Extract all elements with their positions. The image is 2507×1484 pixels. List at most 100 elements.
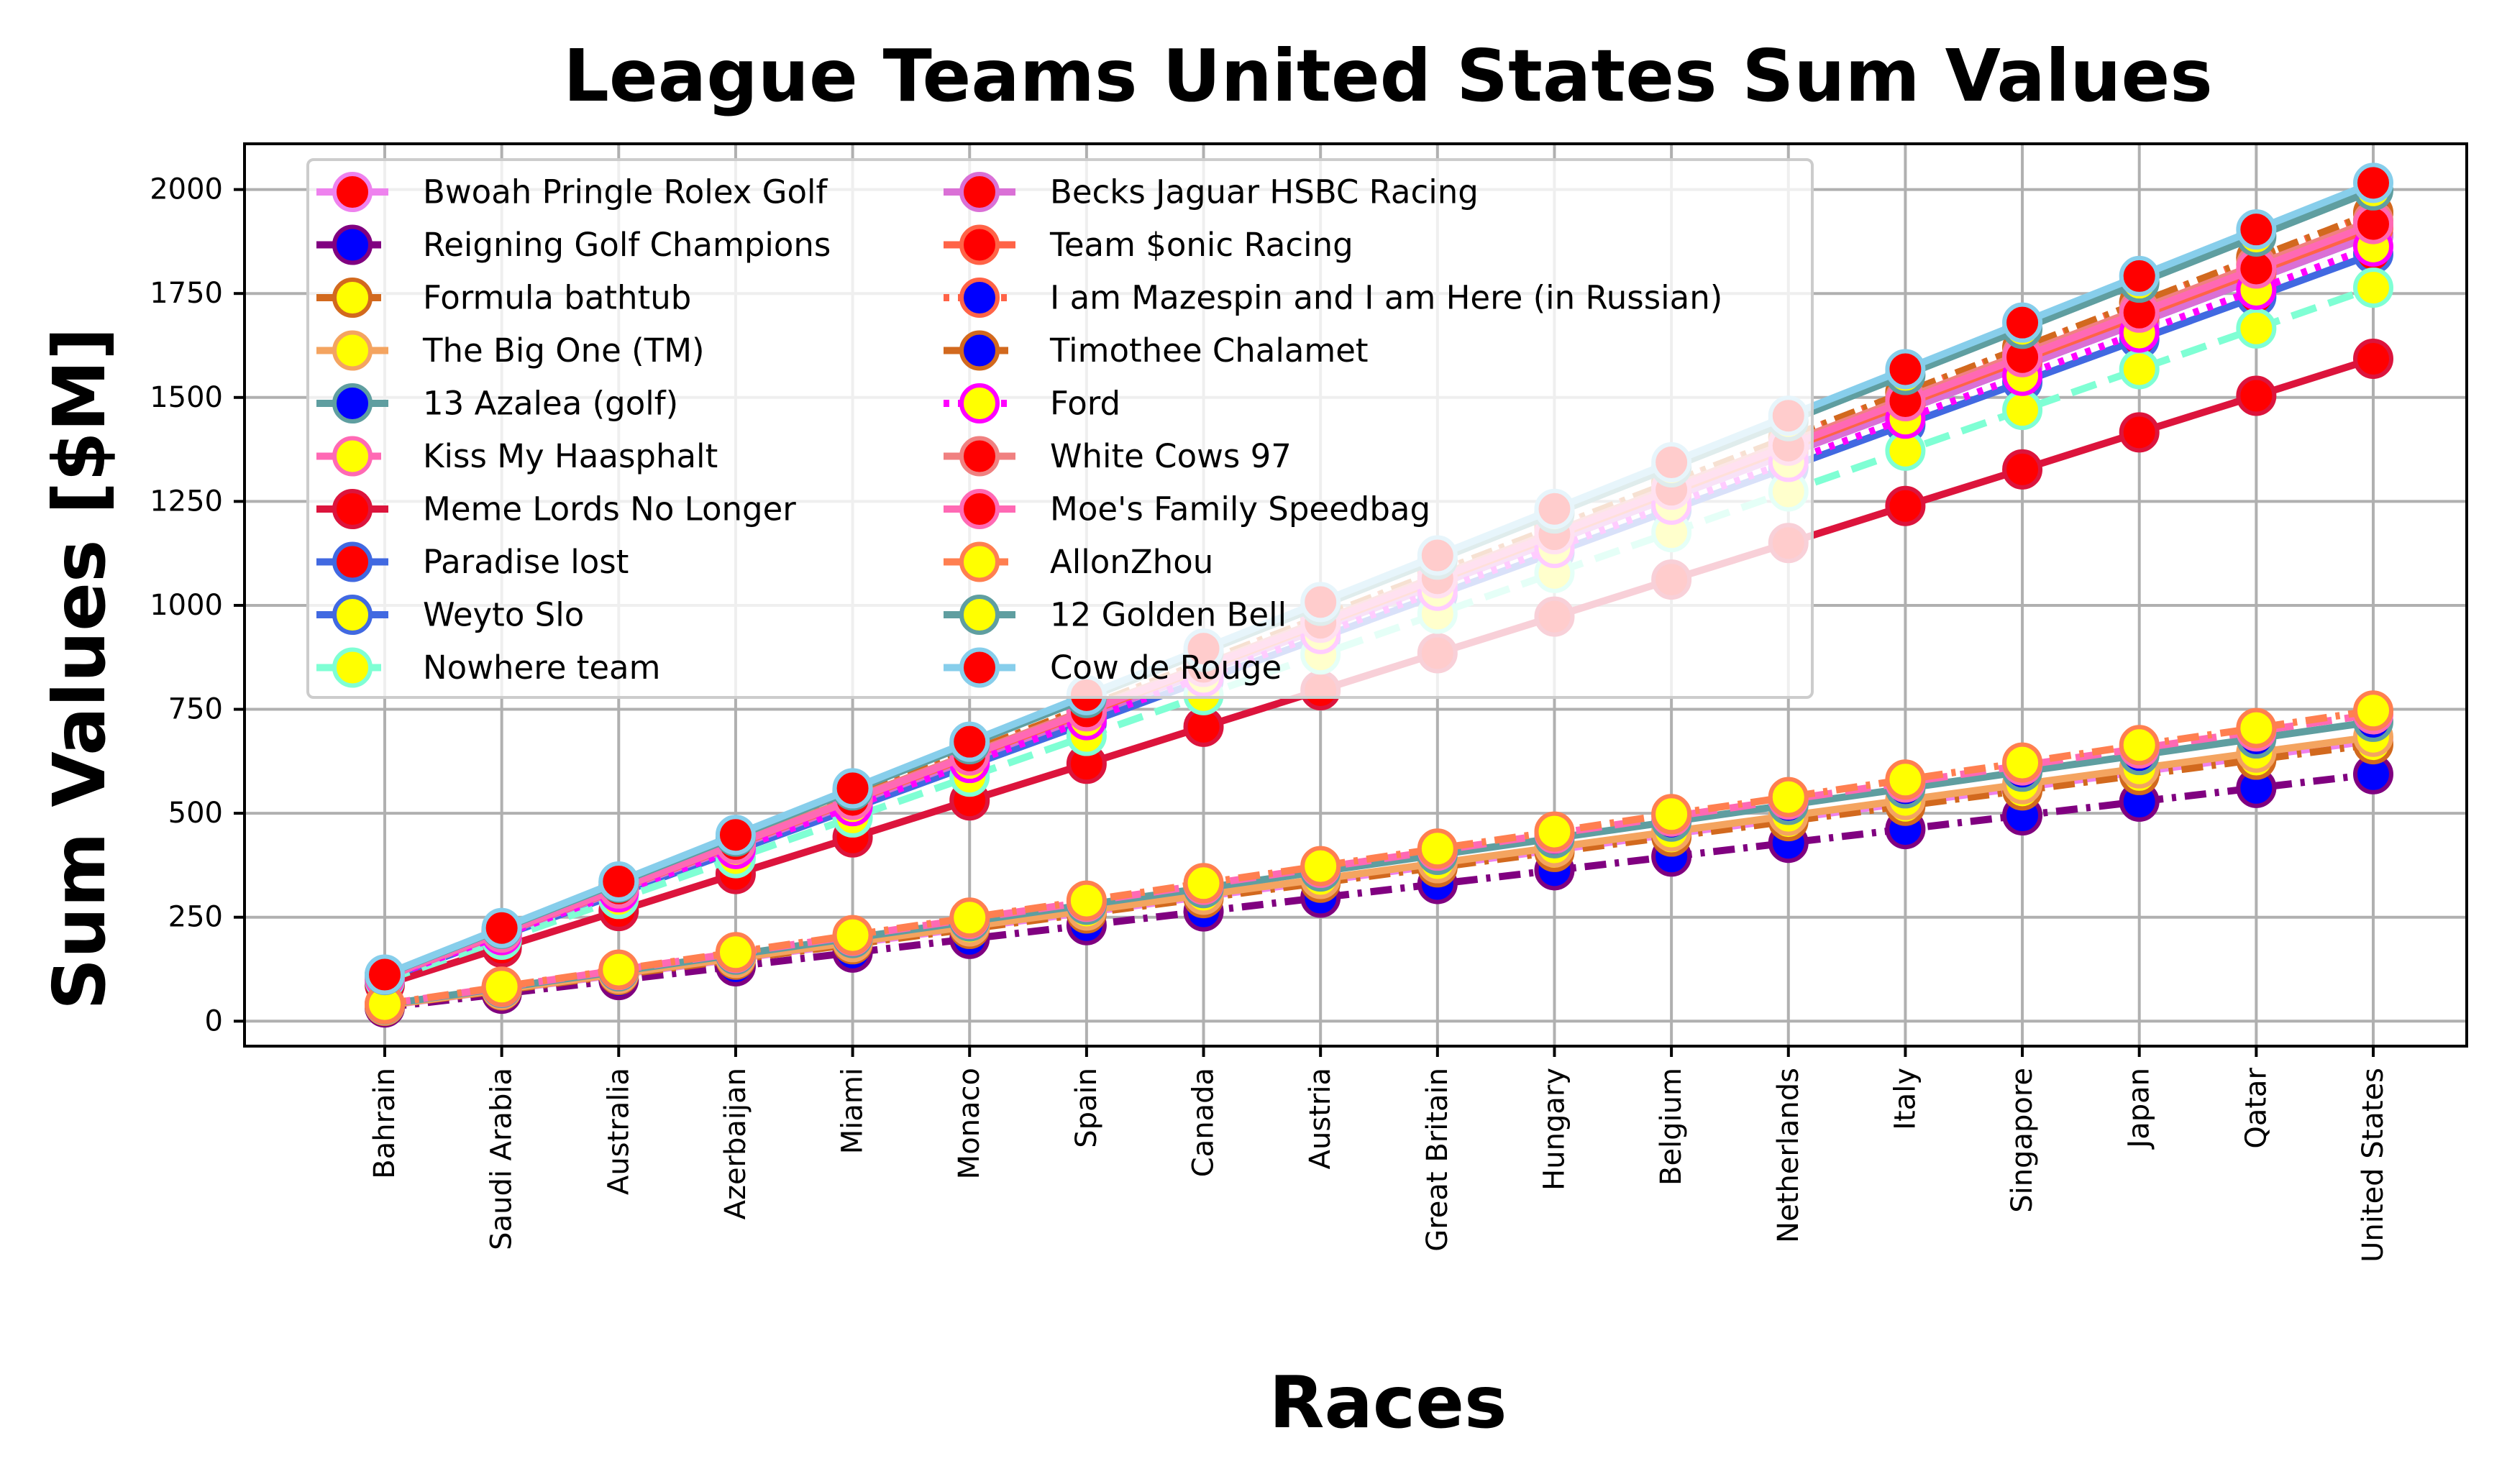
- x-tick-label: Belgium: [1655, 1068, 1688, 1186]
- data-point: [481, 966, 522, 1007]
- legend-marker: [959, 595, 1000, 635]
- legend-marker: [332, 489, 373, 529]
- x-tick-label: Australia: [602, 1068, 635, 1195]
- data-point: [2236, 308, 2277, 349]
- series-17: [365, 690, 2393, 1025]
- legend-marker: [959, 278, 1000, 318]
- x-tick-label: Monaco: [953, 1068, 986, 1179]
- legend-label: Kiss My Haasphalt: [423, 437, 718, 475]
- legend-label: 13 Azalea (golf): [423, 385, 678, 423]
- legend-label: The Big One (TM): [422, 331, 705, 370]
- x-tick-label: Spain: [1070, 1068, 1103, 1148]
- legend-marker: [332, 278, 373, 318]
- data-point: [598, 949, 639, 990]
- y-ticks: 0 250 500 750 1000 1250 1500 1750 2000: [150, 173, 245, 1038]
- legend-entry: Reigning Golf Champions: [316, 224, 831, 265]
- x-tick-label: Austria: [1304, 1068, 1337, 1169]
- data-point: [365, 954, 405, 995]
- x-tick-label: Saudi Arabia: [485, 1068, 519, 1250]
- y-tick-label: 250: [168, 901, 223, 934]
- legend-entry: The Big One (TM): [316, 330, 705, 371]
- legend-marker: [332, 172, 373, 212]
- legend-marker: [332, 436, 373, 477]
- legend-entry: Bwoah Pringle Rolex Golf: [316, 172, 828, 212]
- legend-entry: Team $onic Racing: [944, 224, 1353, 265]
- data-point: [2353, 267, 2393, 308]
- legend-entry: Moe's Family Speedbag: [944, 489, 1430, 529]
- data-point: [598, 861, 639, 902]
- legend-label: Becks Jaguar HSBC Racing: [1050, 173, 1479, 211]
- legend-marker: [332, 595, 373, 635]
- x-tick-label: United States: [2357, 1068, 2390, 1263]
- data-point: [832, 915, 873, 956]
- legend-entry: AllonZhou: [944, 541, 1213, 582]
- legend: Bwoah Pringle Rolex Golf Reigning Golf Ch…: [306, 158, 1814, 699]
- data-point: [1885, 759, 1926, 800]
- data-point: [2353, 203, 2393, 244]
- data-point: [949, 721, 990, 762]
- legend-marker: [332, 647, 373, 688]
- legend-label: Bwoah Pringle Rolex Golf: [423, 173, 828, 211]
- legend-label: Timothee Chalamet: [1049, 331, 1369, 370]
- y-axis-label: Sum Values [$M]: [37, 327, 122, 1010]
- legend-marker: [959, 330, 1000, 371]
- legend-label: White Cows 97: [1050, 437, 1292, 475]
- data-point: [2119, 412, 2160, 453]
- data-point: [1768, 777, 1809, 817]
- data-point: [2353, 339, 2393, 380]
- legend-box: [306, 158, 1814, 699]
- legend-entry: Nowhere team: [316, 647, 660, 688]
- data-point: [2002, 390, 2043, 431]
- legend-entry: White Cows 97: [944, 436, 1292, 477]
- data-point: [1885, 485, 1926, 526]
- x-ticks: Bahrain Saudi Arabia Australia Azerbaijan Mi…: [368, 1046, 2390, 1263]
- legend-label: Formula bathtub: [423, 279, 691, 317]
- legend-label: Cow de Rouge: [1050, 649, 1282, 687]
- data-point: [2353, 162, 2393, 203]
- legend-marker: [959, 224, 1000, 265]
- legend-label: Meme Lords No Longer: [423, 490, 796, 528]
- data-point: [1534, 811, 1575, 852]
- x-tick-label: Miami: [836, 1068, 869, 1154]
- x-axis-label: Races: [1269, 1360, 1507, 1444]
- legend-entry: Weyto Slo: [316, 595, 584, 635]
- data-point: [2002, 302, 2043, 343]
- data-point: [1183, 863, 1224, 904]
- legend-entry: 12 Golden Bell: [944, 595, 1287, 635]
- data-point: [2236, 707, 2277, 748]
- legend-marker: [332, 330, 373, 371]
- legend-entry: Formula bathtub: [316, 278, 691, 318]
- data-point: [1885, 349, 1926, 390]
- x-tick-label: Azerbaijan: [719, 1068, 752, 1219]
- legend-label: Team $onic Racing: [1049, 226, 1353, 264]
- data-point: [2353, 690, 2393, 731]
- legend-label: Reigning Golf Champions: [423, 226, 831, 264]
- legend-marker: [959, 647, 1000, 688]
- legend-marker: [959, 172, 1000, 212]
- y-tick-label: 750: [168, 693, 223, 726]
- chart-title: League Teams United States Sum Values: [563, 34, 2213, 118]
- x-tick-label: Canada: [1187, 1068, 1220, 1177]
- data-point: [2002, 742, 2043, 783]
- data-point: [2119, 255, 2160, 296]
- legend-label: Weyto Slo: [423, 596, 584, 634]
- x-tick-label: Qatar: [2239, 1067, 2273, 1148]
- plot-frame: [243, 142, 2468, 1048]
- data-point: [1651, 794, 1692, 835]
- data-point: [832, 768, 873, 809]
- data-point: [2119, 725, 2160, 766]
- x-tick-label: Great Britain: [1421, 1068, 1454, 1252]
- data-point: [715, 932, 756, 973]
- legend-label: Paradise lost: [423, 543, 629, 581]
- legend-marker: [959, 436, 1000, 477]
- legend-label: Ford: [1050, 385, 1120, 423]
- data-point: [949, 897, 990, 938]
- legend-marker: [959, 489, 1000, 529]
- legend-entry: I am Mazespin and I am Here (in Russian): [944, 278, 1722, 318]
- x-tick-label: Bahrain: [368, 1068, 401, 1179]
- legend-label: AllonZhou: [1050, 543, 1213, 581]
- data-point: [1300, 846, 1341, 887]
- data-point: [1066, 880, 1107, 921]
- data-point: [481, 907, 522, 948]
- legend-entry: Cow de Rouge: [944, 647, 1282, 688]
